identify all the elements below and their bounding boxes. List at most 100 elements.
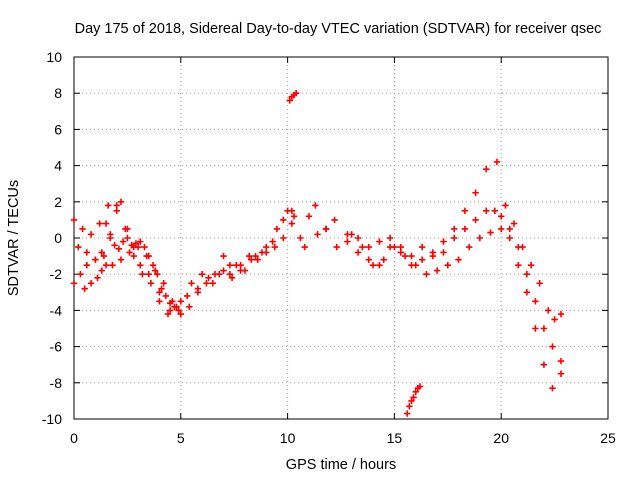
data-point: [286, 97, 293, 104]
data-point: [472, 189, 479, 196]
data-point: [418, 256, 426, 263]
data-point: [226, 271, 234, 278]
data-point: [380, 256, 387, 263]
data-point: [137, 261, 144, 269]
data-point: [211, 271, 219, 278]
data-point: [461, 225, 469, 233]
y-tick-label: -2: [50, 266, 63, 282]
data-point: [312, 202, 319, 209]
data-point: [451, 225, 458, 233]
data-point: [166, 307, 174, 314]
data-point: [397, 249, 405, 256]
data-point: [344, 238, 351, 245]
data-point: [245, 252, 253, 260]
data-point: [228, 274, 236, 282]
data-point: [391, 243, 398, 251]
data-point: [498, 213, 505, 220]
data-point: [369, 261, 377, 269]
data-point: [134, 243, 142, 251]
data-point: [109, 261, 116, 269]
data-point: [198, 271, 206, 278]
y-tick-label: 0: [54, 230, 62, 246]
data-point: [126, 249, 133, 256]
data-point: [96, 220, 103, 227]
data-point: [540, 325, 548, 332]
data-point: [128, 242, 135, 249]
data-point: [166, 299, 174, 307]
data-point: [117, 256, 125, 263]
data-point: [98, 249, 105, 256]
data-point: [70, 280, 78, 287]
data-point: [288, 207, 296, 215]
data-point: [254, 256, 261, 263]
data-point: [418, 243, 426, 251]
data-point: [273, 225, 281, 233]
data-point: [557, 357, 565, 365]
data-point: [455, 256, 462, 263]
x-axis-label: GPS time / hours: [286, 457, 396, 473]
data-point: [147, 280, 155, 287]
data-point: [365, 243, 372, 251]
data-point: [354, 249, 362, 256]
data-point: [365, 256, 372, 263]
data-point: [429, 252, 437, 260]
data-point: [151, 267, 159, 274]
data-point: [440, 249, 447, 256]
data-point: [523, 271, 531, 278]
data-point: [87, 231, 95, 238]
data-point: [549, 385, 556, 392]
y-tick-label: 10: [46, 49, 62, 65]
grid: [74, 57, 608, 419]
data-point: [205, 274, 212, 282]
data-point: [506, 234, 513, 242]
data-point: [83, 249, 91, 256]
data-point: [506, 225, 513, 233]
data-point: [515, 261, 522, 269]
data-point: [305, 213, 313, 220]
data-point: [491, 207, 498, 215]
data-point: [220, 252, 227, 260]
data-point: [472, 216, 479, 224]
data-point: [141, 243, 148, 251]
data-point: [94, 274, 101, 282]
data-point: [408, 397, 415, 405]
data-point: [498, 225, 505, 233]
data-point: [145, 252, 152, 260]
data-point: [177, 310, 184, 318]
data-point: [130, 252, 138, 260]
data-point: [156, 289, 163, 296]
data-point: [269, 238, 276, 245]
data-point: [557, 370, 565, 377]
x-tick-label: 20: [493, 430, 509, 446]
data-point: [412, 388, 419, 396]
data-point: [158, 285, 165, 292]
data-point: [280, 216, 287, 224]
data-point: [209, 280, 217, 287]
data-point: [292, 90, 300, 97]
y-tick-label: 2: [54, 194, 62, 210]
data-point: [100, 252, 108, 260]
data-point: [226, 261, 234, 269]
data-point: [348, 231, 355, 238]
y-tick-label: -6: [50, 339, 63, 355]
data-point: [156, 298, 163, 305]
data-point: [263, 249, 270, 256]
data-point: [333, 243, 340, 251]
data-point: [113, 202, 120, 209]
data-point: [331, 216, 338, 224]
data-point: [203, 280, 210, 287]
data-point: [406, 403, 413, 410]
data-point: [171, 303, 178, 310]
x-axis-ticks: 0 5 10 15 20 25: [70, 57, 616, 446]
data-point: [290, 213, 298, 220]
data-point: [314, 231, 321, 238]
data-point: [113, 207, 120, 215]
data-point: [102, 220, 110, 227]
y-axis-label: SDTVAR / TECUs: [6, 180, 22, 296]
x-tick-label: 0: [70, 430, 78, 446]
data-point: [549, 343, 556, 350]
data-point: [423, 271, 430, 278]
data-series: [70, 90, 565, 417]
data-point: [175, 307, 182, 314]
